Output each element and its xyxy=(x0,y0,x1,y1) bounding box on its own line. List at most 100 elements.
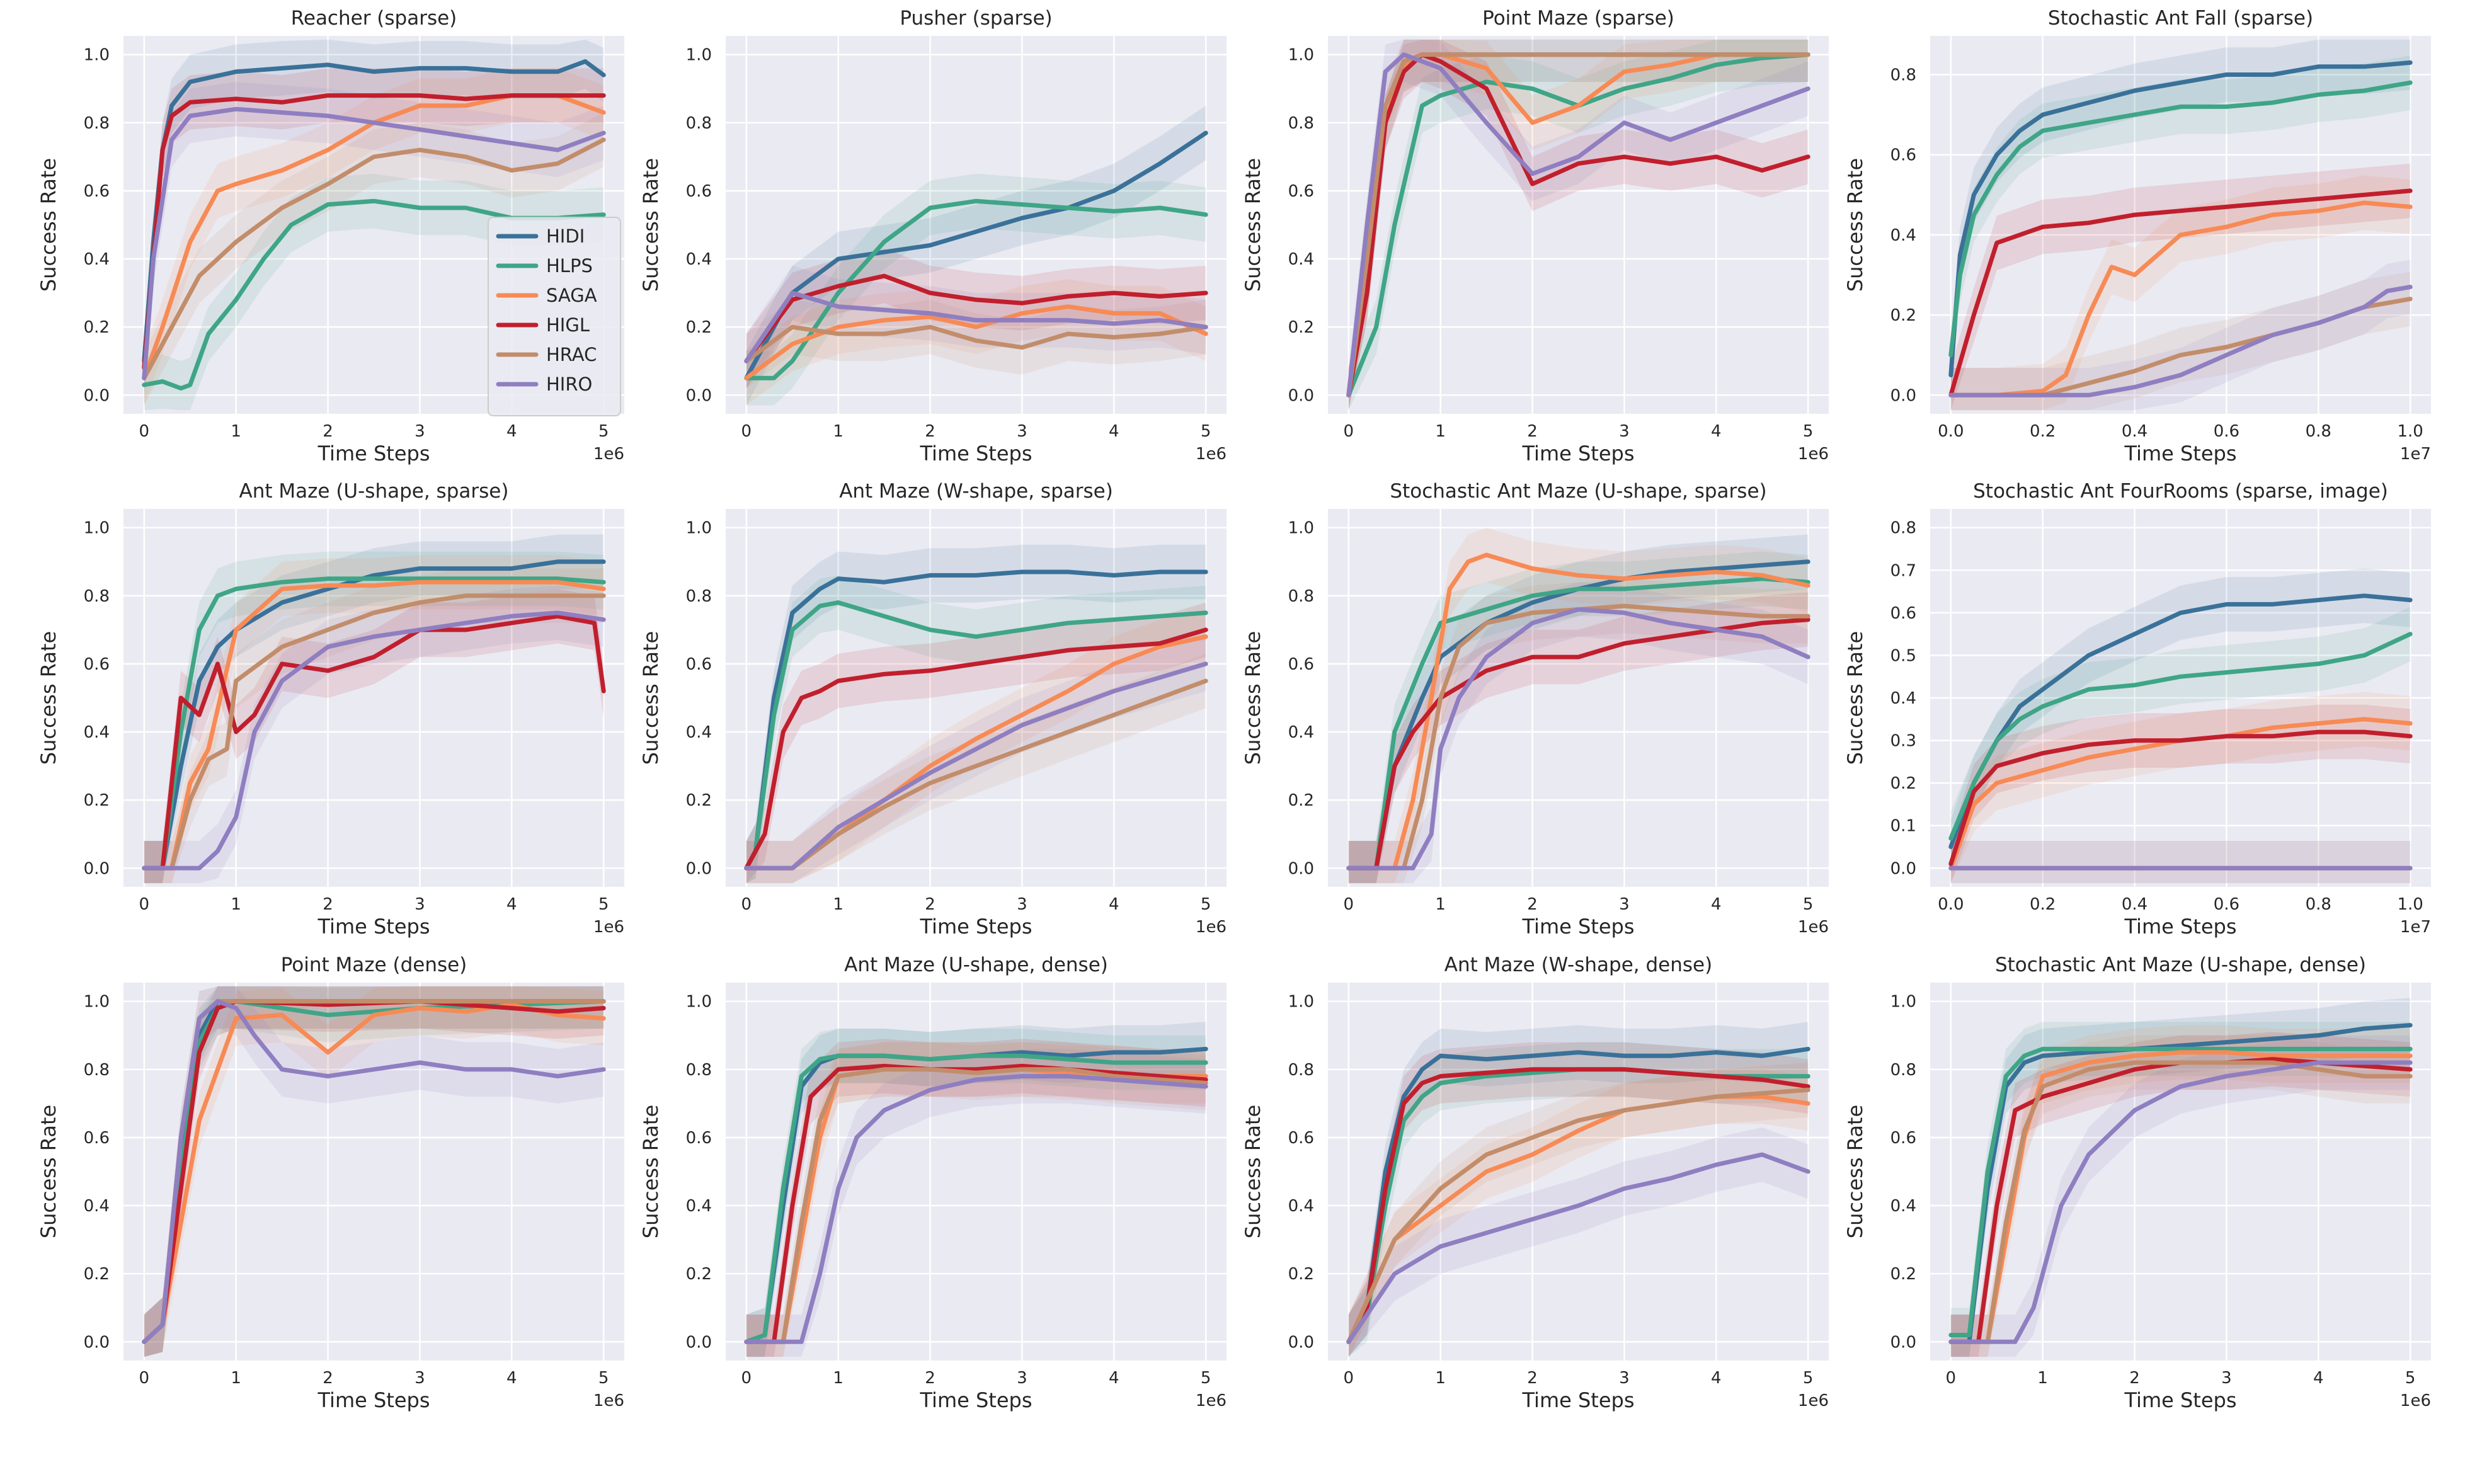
y-tick-label: 0.4 xyxy=(1890,1197,1916,1216)
y-tick-label: 0.8 xyxy=(84,114,110,133)
panel-ant-maze-w-shape-sparse: 0.0 0.2 0.4 0.6 0.8 1.0 0 1 2 3 4 5 Ant Maze (W-shap… xyxy=(639,480,1227,939)
band-hidi xyxy=(144,534,604,884)
x-tick-label: 2 xyxy=(323,895,333,914)
series-line-higl xyxy=(1346,52,1810,397)
x-tick-label: 3 xyxy=(415,422,425,441)
x-scale-label: 1e6 xyxy=(593,445,624,464)
x-tick-label: 1 xyxy=(833,422,844,441)
x-tick-label: 4 xyxy=(1711,895,1722,914)
y-tick-label: 1.0 xyxy=(84,993,110,1012)
band-saga xyxy=(1348,39,1809,411)
y-tick-label: 0.6 xyxy=(1890,604,1916,623)
y-tick-label: 1.0 xyxy=(1890,993,1916,1012)
band-hrac xyxy=(1348,578,1809,884)
y-axis-label: Success Rate xyxy=(37,1105,60,1238)
x-tick-label: 1 xyxy=(833,1369,844,1388)
x-tick-label: 2 xyxy=(2129,1369,2140,1388)
band-saga xyxy=(746,1042,1206,1357)
legend-label: HLPS xyxy=(546,255,593,277)
x-scale-label: 1e6 xyxy=(1196,1391,1227,1410)
y-tick-label: 0.4 xyxy=(1288,723,1314,742)
x-axis-label: Time Steps xyxy=(919,1388,1032,1412)
x-tick-label: 2 xyxy=(1527,422,1538,441)
chart-title: Ant Maze (W-shape, sparse) xyxy=(839,480,1113,503)
series-line-saga xyxy=(142,579,606,870)
y-tick-label: 0.2 xyxy=(686,1265,712,1284)
y-tick-label: 0.0 xyxy=(84,1333,110,1352)
chart-title: Stochastic Ant Maze (U-shape, dense) xyxy=(1995,954,2366,976)
band-hidi xyxy=(746,105,1206,406)
x-tick-label: 4 xyxy=(1109,895,1119,914)
band-hlps xyxy=(1348,39,1809,411)
y-tick-label: 0.8 xyxy=(1890,519,1916,538)
x-tick-label: 2 xyxy=(323,422,333,441)
band-hlps xyxy=(144,986,604,1357)
legend-label: HIRO xyxy=(546,374,592,395)
x-tick-label: 2 xyxy=(323,1369,333,1388)
x-tick-label: 5 xyxy=(598,1369,609,1388)
band-higl xyxy=(1348,1042,1809,1357)
band-higl xyxy=(746,602,1206,884)
x-scale-label: 1e6 xyxy=(1798,1391,1829,1410)
x-tick-label: 0 xyxy=(139,422,150,441)
series-line-higl xyxy=(142,614,606,870)
x-axis-label: Time Steps xyxy=(2124,1388,2236,1412)
x-tick-label: 4 xyxy=(1711,422,1722,441)
x-tick-label: 0.4 xyxy=(2122,422,2147,441)
band-saga xyxy=(1950,175,2411,411)
y-axis-label: Success Rate xyxy=(1843,158,1867,292)
x-tick-label: 3 xyxy=(1017,1369,1027,1388)
y-tick-label: 0.8 xyxy=(1890,1061,1916,1080)
legend-label: HRAC xyxy=(546,344,597,365)
y-tick-label: 0.8 xyxy=(686,587,712,606)
panel-point-maze-sparse: 0.0 0.2 0.4 0.6 0.8 1.0 0 1 2 3 4 5 Point Maze (spar… xyxy=(1241,7,1829,465)
band-higl xyxy=(144,986,604,1357)
y-tick-label: 0.2 xyxy=(1890,306,1916,325)
y-tick-label: 1.0 xyxy=(1288,519,1314,538)
series-line-hlps xyxy=(1948,632,2413,841)
series-line-higl xyxy=(744,627,1208,870)
y-tick-label: 0.6 xyxy=(1890,1129,1916,1148)
band-hrac xyxy=(746,1042,1206,1357)
series-line-hidi xyxy=(744,569,1208,870)
x-tick-label: 0.2 xyxy=(2030,895,2056,914)
y-tick-label: 0.0 xyxy=(84,386,110,405)
y-tick-label: 1.0 xyxy=(84,519,110,538)
chart-title: Point Maze (dense) xyxy=(281,954,467,976)
panel-pusher-sparse: 0.0 0.2 0.4 0.6 0.8 1.0 0 1 2 3 4 5 Pusher (sparse) T… xyxy=(639,7,1227,465)
y-tick-label: 0.0 xyxy=(1288,386,1314,405)
series-line-hiro xyxy=(1346,607,1810,870)
y-tick-label: 0.0 xyxy=(1288,1333,1314,1352)
x-tick-label: 1 xyxy=(833,895,844,914)
band-hrac xyxy=(144,568,604,884)
band-hidi xyxy=(1950,998,2411,1357)
legend-entry: HIRO xyxy=(496,374,592,395)
legend-label: HIDI xyxy=(546,225,585,247)
y-tick-label: 1.0 xyxy=(686,993,712,1012)
series-line-hiro xyxy=(1346,52,1810,397)
x-tick-label: 0 xyxy=(741,895,752,914)
x-tick-label: 5 xyxy=(1201,1369,1211,1388)
chart-title: Ant Maze (W-shape, dense) xyxy=(1444,954,1712,976)
series-line-hidi xyxy=(744,130,1208,380)
band-higl xyxy=(1348,39,1809,411)
band-higl xyxy=(746,1039,1206,1357)
band-saga xyxy=(144,68,604,406)
y-tick-label: 0.0 xyxy=(1890,1333,1916,1352)
chart-title: Ant Maze (U-shape, dense) xyxy=(844,954,1108,976)
series-line-higl xyxy=(1948,729,2413,866)
band-hlps xyxy=(144,551,604,884)
x-scale-label: 1e6 xyxy=(1798,445,1829,464)
panel-stochastic-ant-fall-sparse: 0.0 0.2 0.4 0.6 0.8 0.0 0.2 0.4 0.6 0.8 1.0 Stochas… xyxy=(1843,7,2431,465)
y-tick-label: 0.0 xyxy=(686,859,712,878)
y-tick-label: 0.5 xyxy=(1890,646,1916,665)
series-line-hrac xyxy=(1346,603,1810,870)
x-tick-label: 0 xyxy=(139,895,150,914)
x-tick-label: 0 xyxy=(1344,1369,1354,1388)
y-tick-label: 0.8 xyxy=(1288,114,1314,133)
y-tick-label: 0.2 xyxy=(84,318,110,337)
y-tick-label: 0.4 xyxy=(686,250,712,269)
panel-stochastic-ant-maze-u-shape-sparse: 0.0 0.2 0.4 0.6 0.8 1.0 0 1 2 3 4 5 Stochastic Ant M… xyxy=(1241,480,1829,939)
band-hidi xyxy=(746,544,1206,884)
band-hiro xyxy=(1348,1127,1809,1357)
